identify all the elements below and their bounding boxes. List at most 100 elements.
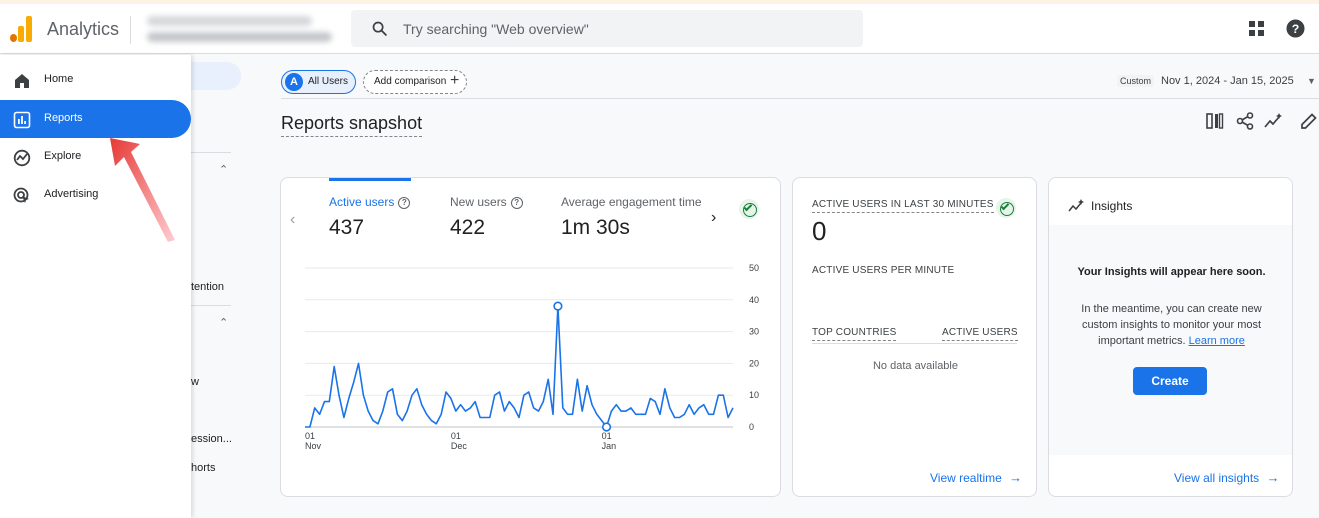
segment-badge: A — [285, 73, 303, 91]
check-circle-icon — [739, 199, 759, 219]
nav-item-retention[interactable]: tention — [191, 281, 225, 293]
learn-more-link[interactable]: Learn more — [1188, 335, 1245, 347]
top-countries-header: TOP COUNTRIES — [812, 327, 897, 341]
chevron-up-icon[interactable]: ⌃ — [219, 317, 229, 329]
section-divider — [191, 152, 231, 153]
chevron-left-icon[interactable]: ‹ — [290, 211, 296, 228]
insights-text: In the meantime, you can create new cust… — [1071, 301, 1272, 349]
sidebar-item-label: Advertising — [44, 188, 99, 200]
analytics-logo-icon[interactable] — [10, 16, 34, 42]
view-realtime-link[interactable]: View realtime → — [930, 470, 1022, 485]
insights-headline: Your Insights will appear here soon. — [1077, 266, 1266, 278]
x-tick-day: 01 — [305, 431, 315, 441]
x-tick-month: Nov — [305, 441, 322, 451]
sidebar-item-advertising[interactable]: Advertising — [0, 176, 191, 214]
check-circle-icon — [996, 198, 1016, 218]
data-point-marker — [553, 301, 563, 311]
realtime-value: 0 — [812, 216, 827, 246]
metric-value: 1m 30s — [561, 216, 630, 239]
page-title: Reports snapshot — [281, 113, 423, 137]
nav-item-sessions[interactable]: ession... — [191, 433, 232, 445]
annotation-arrow-icon — [110, 138, 175, 242]
insights-trend-icon[interactable] — [1264, 112, 1283, 130]
per-minute-label: ACTIVE USERS PER MINUTE — [812, 265, 955, 276]
reports-icon — [13, 111, 31, 129]
arrow-right-icon: → — [1009, 470, 1023, 485]
search-icon — [372, 21, 387, 36]
top-bar: Analytics Try searching "Web overview" ? — [0, 4, 1319, 54]
sidebar-item-label: Explore — [44, 150, 82, 162]
add-comparison-label: Add comparison — [374, 76, 447, 87]
apps-grid-icon[interactable] — [1249, 21, 1264, 36]
segment-all-users-chip[interactable]: A All Users — [281, 70, 356, 94]
toolbar-divider — [281, 98, 1319, 99]
advertising-icon — [13, 187, 29, 203]
insights-sparkle-icon — [1068, 199, 1084, 212]
edit-pencil-icon[interactable] — [1300, 112, 1318, 130]
insights-card: Insights Your Insights will appear here … — [1048, 177, 1293, 497]
compare-columns-icon[interactable] — [1206, 112, 1224, 130]
view-all-insights-link[interactable]: View all insights → — [1174, 470, 1280, 485]
no-data-text: No data available — [872, 360, 958, 372]
insights-body: Your Insights will appear here soon. In … — [1049, 225, 1292, 455]
nav-pill-behind — [191, 62, 241, 90]
help-circle-icon[interactable]: ? — [398, 197, 411, 209]
metric-engagement-time[interactable]: Average engagement time p 1m 30s — [561, 195, 705, 240]
nav-item-cohorts[interactable]: horts — [191, 462, 216, 474]
share-icon[interactable] — [1236, 112, 1254, 130]
series-line-active-users — [305, 305, 734, 428]
metric-label: New users — [450, 195, 507, 209]
chevron-right-icon[interactable]: › — [711, 209, 717, 226]
view-realtime-label: View realtime — [930, 471, 1002, 485]
plus-icon: + — [450, 72, 460, 89]
date-range-selector[interactable]: Nov 1, 2024 - Jan 15, 2025 — [1161, 75, 1294, 87]
y-tick-label: 40 — [749, 295, 759, 305]
sidebar: Home Reports Explore Advertising — [0, 55, 191, 518]
y-tick-label: 10 — [749, 390, 759, 400]
search-bar[interactable]: Try searching "Web overview" — [351, 10, 863, 47]
x-tick-month: Dec — [451, 441, 468, 451]
app-name: Analytics — [47, 19, 120, 39]
active-users-header: ACTIVE USERS — [942, 327, 1018, 341]
insights-body-text: In the meantime, you can create new cust… — [1081, 303, 1262, 347]
y-tick-label: 30 — [749, 327, 759, 337]
help-circle-icon[interactable]: ? — [510, 197, 523, 209]
x-tick-day: 01 — [602, 431, 612, 441]
top-strip — [0, 0, 1319, 4]
metric-value: 422 — [450, 216, 486, 239]
sidebar-item-label: Reports — [44, 112, 83, 124]
metric-label: Average engagement time p — [561, 195, 705, 209]
account-selector[interactable] — [143, 12, 333, 48]
view-insights-label: View all insights — [1174, 471, 1260, 485]
home-icon — [15, 74, 29, 88]
realtime-card: ACTIVE USERS IN LAST 30 MINUTES 0 ACTIVE… — [792, 177, 1037, 497]
metric-active-users[interactable]: Active users? 437 — [329, 195, 411, 240]
sidebar-item-explore[interactable]: Explore — [0, 138, 191, 176]
y-tick-label: 0 — [749, 422, 754, 432]
sidebar-item-reports[interactable]: Reports — [0, 100, 191, 138]
arrow-right-icon: → — [1266, 470, 1280, 485]
chevron-up-icon[interactable]: ⌃ — [219, 164, 229, 176]
realtime-header: ACTIVE USERS IN LAST 30 MINUTES — [812, 199, 994, 213]
metric-new-users[interactable]: New users? 422 — [450, 195, 523, 240]
sidebar-item-label: Home — [44, 73, 74, 85]
insights-title: Insights — [1091, 199, 1133, 213]
overview-card: ‹ Active users? 437 New users? 422 Avera… — [280, 177, 781, 497]
search-placeholder: Try searching "Web overview" — [403, 21, 589, 37]
x-tick-day: 01 — [451, 431, 461, 441]
y-tick-label: 50 — [749, 263, 759, 273]
metric-label: Active users — [329, 195, 395, 209]
add-comparison-button[interactable]: Add comparison + — [363, 70, 467, 94]
help-icon[interactable]: ? — [1286, 19, 1305, 38]
create-insight-button[interactable]: Create — [1133, 367, 1207, 395]
svg-text:?: ? — [1292, 22, 1300, 36]
nav-item-overview[interactable]: w — [191, 376, 199, 388]
explore-icon — [13, 149, 31, 167]
caret-down-icon[interactable]: ▼ — [1307, 76, 1316, 86]
section-divider — [191, 305, 231, 306]
y-tick-label: 20 — [749, 358, 759, 368]
table-divider — [812, 343, 1017, 344]
header-divider — [130, 16, 131, 44]
sidebar-item-home[interactable]: Home — [0, 61, 191, 99]
